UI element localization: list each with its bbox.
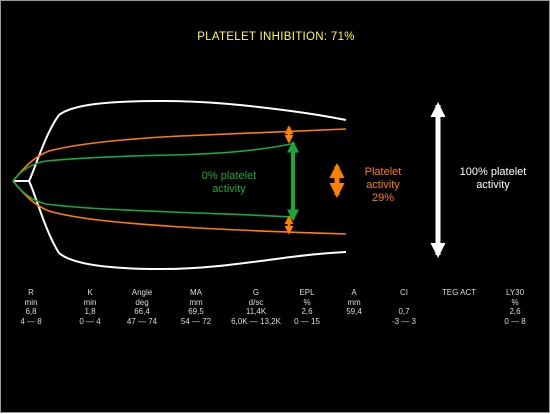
tracing-green-lower — [12, 180, 292, 218]
param-g: G d/sc 11,4K 6,0K — 13,2K — [221, 288, 291, 326]
param-range: 0 — 15 — [294, 316, 320, 326]
param-epl: EPL % 2,6 0 — 15 — [287, 288, 327, 326]
param-unit: % — [511, 297, 519, 307]
param-name: CI — [400, 288, 408, 297]
label-platelet-activity-line2: activity — [366, 179, 400, 191]
param-value: 1,8 — [84, 307, 96, 316]
label-full-activity-line1: 100% platelet — [459, 166, 527, 178]
tracing-white-lower — [13, 180, 347, 271]
param-range — [337, 317, 371, 327]
param-name: R — [28, 288, 34, 297]
param-name: LY30 — [505, 288, 525, 297]
param-range: 6,0K — 13,2K — [231, 316, 281, 326]
param-value: 59,4 — [346, 307, 362, 316]
param-name: G — [252, 288, 260, 297]
param-name: A — [351, 288, 357, 297]
label-zero-activity: 0% platelet activity — [187, 170, 271, 196]
param-ly30: LY30 % 2,6 0 — 8 — [495, 288, 535, 326]
param-value: 11,4K — [245, 307, 267, 316]
param-name: Angle — [131, 288, 153, 297]
label-zero-activity-line1: 0% platelet — [201, 170, 257, 182]
param-value: 2,6 — [301, 307, 313, 316]
label-zero-activity-line2: activity — [212, 183, 246, 195]
param-range: -3 — 3 — [391, 316, 416, 326]
label-full-activity: 100% platelet activity — [445, 166, 541, 192]
param-range: 0 — 4 — [79, 316, 101, 326]
param-value: 0,7 — [398, 307, 410, 316]
param-angle: Angle deg 66,4 47 — 74 — [122, 288, 162, 326]
param-unit: mm — [347, 297, 361, 307]
param-r: R min 6,8 4 — 8 — [14, 288, 48, 326]
tracing-white-upper — [13, 99, 347, 182]
label-full-activity-line2: activity — [476, 179, 510, 191]
param-value: 6,8 — [25, 307, 37, 316]
label-platelet-activity-line1: Platelet — [364, 166, 402, 178]
param-ma: MA mm 69,5 54 — 72 — [176, 288, 216, 326]
param-teg-act: TEG ACT — [434, 288, 484, 298]
parameter-table: R min 6,8 4 — 8 K min 1,8 0 — 4 Angle de… — [1, 288, 550, 348]
param-range: 47 — 74 — [126, 316, 158, 326]
label-platelet-activity-line3: 29% — [371, 192, 395, 204]
param-unit: mm — [189, 297, 203, 307]
param-unit: min — [24, 297, 38, 307]
param-a: A mm 59,4 — [337, 288, 371, 326]
param-unit: min — [83, 297, 97, 307]
tracing-orange-lower — [12, 180, 347, 235]
param-name: MA — [190, 288, 202, 297]
param-value: 2,6 — [509, 307, 521, 316]
param-range: 4 — 8 — [20, 316, 42, 326]
param-unit — [384, 298, 424, 308]
label-platelet-activity: Platelet activity 29% — [351, 166, 415, 205]
param-ci: CI 0,7 -3 — 3 — [384, 288, 424, 326]
param-name: TEG ACT — [441, 288, 477, 297]
param-range: 0 — 8 — [504, 316, 526, 326]
tracing-orange-upper — [12, 128, 347, 182]
param-unit: % — [303, 297, 311, 307]
param-name: K — [87, 288, 93, 297]
param-k: K min 1,8 0 — 4 — [73, 288, 107, 326]
platelet-inhibition-title: PLATELET INHIBITION: 71% — [197, 31, 355, 43]
param-value: 66,4 — [134, 307, 150, 316]
param-value: 69,5 — [188, 307, 204, 316]
param-range: 54 — 72 — [180, 316, 212, 326]
param-unit: deg — [135, 297, 149, 307]
param-name: EPL — [299, 288, 315, 297]
tracing-green-upper — [12, 143, 292, 182]
param-unit: d/sc — [248, 297, 264, 307]
